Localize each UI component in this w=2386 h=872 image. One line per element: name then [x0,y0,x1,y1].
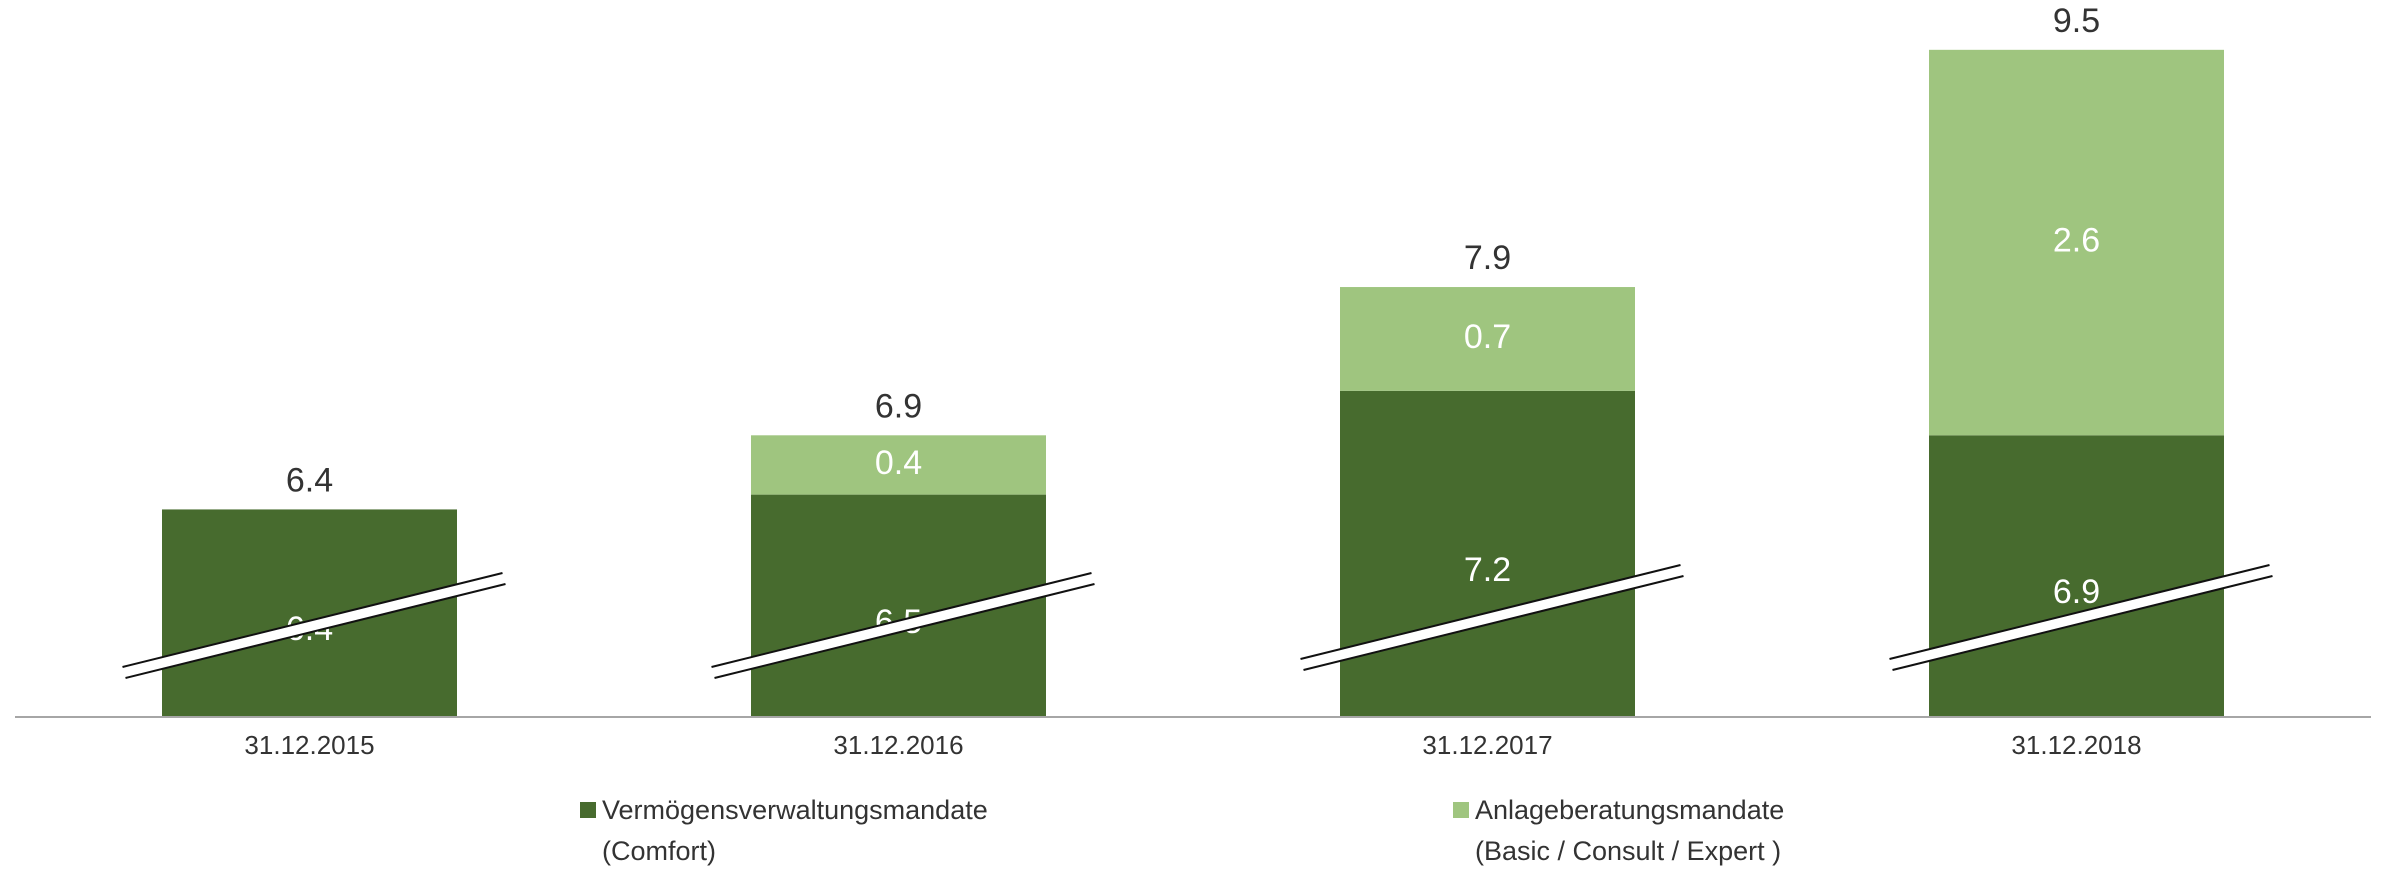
bar-segment [1929,435,2224,717]
axis-break-line [1303,575,1684,671]
value-label: 0.7 [1464,318,1511,356]
total-label: 6.4 [286,461,333,499]
bar-segment [1340,287,1635,391]
legend-swatch [580,802,596,818]
total-label: 6.9 [875,387,922,425]
value-label: 7.2 [1464,551,1511,589]
axis-break [1300,565,1684,670]
bar-segment [162,509,457,717]
axis-break-line [1892,575,2273,671]
x-tick-label: 31.12.2016 [833,730,963,760]
axis-break-line [714,583,1095,679]
axis-break [711,573,1095,678]
legend-label: Vermögensverwaltungsmandate (Comfort) [602,795,988,866]
axis-break [1889,565,2273,670]
bar-segment [1340,390,1635,717]
axis-break-line [1300,564,1681,660]
x-tick-label: 31.12.2018 [2011,730,2141,760]
axis-break-line [125,583,506,679]
x-tick-label: 31.12.2015 [244,730,374,760]
total-label: 9.5 [2053,2,2100,40]
value-label: 0.4 [875,444,922,482]
total-label: 7.9 [1464,239,1511,277]
legend-swatch [1453,802,1469,818]
axis-break-line [122,572,503,668]
legend-item: Vermögensverwaltungsmandate (Comfort) [580,790,988,872]
axis-break-line [1889,564,2270,660]
axis-break [122,573,506,678]
bar-segment [751,435,1046,495]
bar-segment [1929,49,2224,436]
legend-item: Anlageberatungsmandate (Basic / Consult … [1453,790,1784,872]
value-label: 6.9 [2053,573,2100,611]
value-label: 2.6 [2053,222,2100,260]
legend-label: Anlageberatungsmandate (Basic / Consult … [1475,795,1785,866]
axis-break-line [711,572,1092,668]
x-tick-label: 31.12.2017 [1422,730,1552,760]
